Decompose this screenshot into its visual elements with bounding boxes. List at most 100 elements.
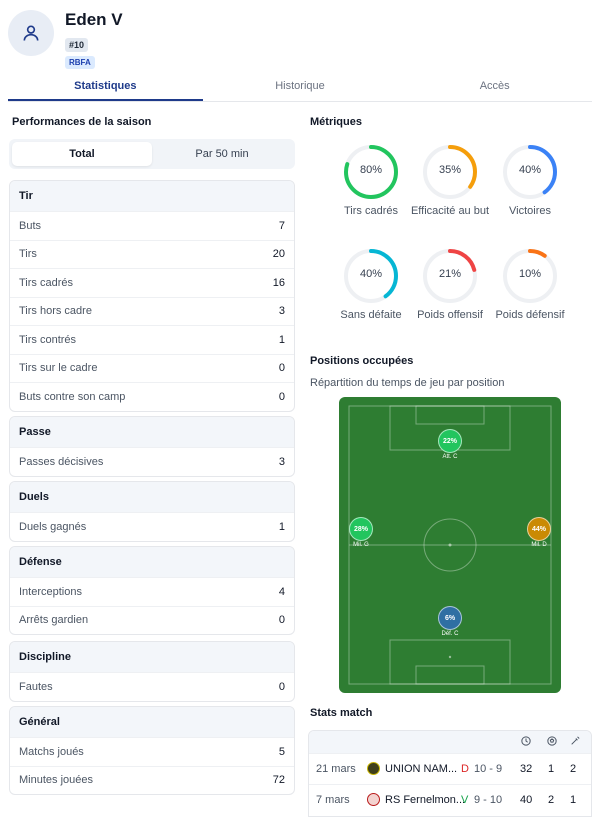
stat-row: Interceptions 4: [10, 577, 294, 606]
metric-ring-fill: [503, 249, 557, 303]
stat-row: Tirs sur le cadre 0: [10, 353, 294, 383]
federation-badge: RBFA: [65, 56, 95, 69]
stat-row: Tirs contrés 1: [10, 325, 294, 354]
stat-value: 0: [278, 680, 285, 693]
metric-label: Efficacité au but: [410, 205, 490, 217]
stat-label: Fautes: [19, 680, 53, 693]
match-stats-table: 21 mars UNION NAM... D 10 - 9 32 1 2 7 mars RS F…: [308, 730, 592, 817]
stat-card-title: Discipline: [10, 642, 294, 672]
player-avatar: [8, 10, 54, 56]
stat-value: 20: [272, 248, 285, 261]
metric-ring: [423, 145, 477, 199]
match-result: D: [461, 763, 469, 775]
metric-3: 40% Sans défaite: [331, 247, 411, 322]
metric-percent: 10%: [518, 268, 542, 280]
player-number-badge: #10: [65, 38, 89, 52]
match-minutes: 40: [520, 794, 533, 806]
stat-card-title: Tir: [10, 181, 294, 211]
match-assists: 1: [570, 794, 577, 806]
stat-row: Buts contre son camp 0: [10, 382, 294, 411]
player-name: Eden V: [65, 10, 123, 29]
stat-row: Tirs hors cadre 3: [10, 296, 294, 326]
metric-ring: [503, 249, 557, 303]
stat-card-title: Général: [10, 707, 294, 737]
metric-percent: 80%: [359, 164, 383, 176]
stat-row: Duels gagnés 1: [10, 512, 294, 541]
stat-row: Tirs cadrés 16: [10, 268, 294, 297]
stat-card-2: Duels Duels gagnés 1: [9, 481, 295, 542]
metric-percent: 40%: [359, 268, 383, 280]
match-score: 9 - 10: [474, 794, 503, 806]
metric-label: Victoires: [509, 205, 551, 217]
season-title: Performances de la saison: [12, 116, 152, 128]
metric-ring: [423, 249, 477, 303]
positions-subtitle: Répartition du temps de jeu par position: [310, 377, 505, 389]
metric-percent: 35%: [438, 164, 462, 176]
stat-value: 5: [278, 745, 285, 758]
stats-mode-toggle: Total Par 50 min: [9, 139, 295, 169]
stat-card-title: Défense: [10, 547, 294, 577]
metric-percent: 40%: [518, 164, 542, 176]
metric-ring-fill: [344, 249, 398, 303]
boot-icon: [570, 736, 580, 749]
position-marker-att-c[interactable]: 22% Att. C: [437, 429, 463, 460]
stat-card-4: Discipline Fautes 0: [9, 641, 295, 702]
match-row[interactable]: 21 mars UNION NAM... D 10 - 9 32 1 2: [309, 753, 591, 784]
toggle-per50[interactable]: Par 50 min: [195, 148, 249, 160]
metric-ring-fill: [503, 145, 557, 199]
stat-card-1: Passe Passes décisives 3: [9, 416, 295, 477]
stat-value: 7: [278, 219, 285, 232]
match-result: V: [461, 794, 469, 806]
stat-row: Matchs joués 5: [10, 737, 294, 766]
match-opponent: RS Fernelmon...: [385, 794, 466, 806]
tab-acces[interactable]: Accès: [479, 80, 510, 92]
stat-value: 4: [278, 585, 285, 598]
position-marker-mil-d[interactable]: 44% Mil. D: [526, 517, 552, 548]
stat-label: Buts contre son camp: [19, 390, 126, 403]
metric-ring: [344, 145, 398, 199]
stat-label: Matchs joués: [19, 745, 84, 758]
toggle-total[interactable]: Total: [12, 142, 152, 166]
match-stats-header: [309, 731, 591, 753]
position-marker-mil-g[interactable]: 28% Mil. G: [348, 517, 374, 548]
position-marker-def-c[interactable]: 6% Déf. C: [437, 606, 463, 637]
position-dot: 28%: [349, 517, 373, 541]
metric-0: 80% Tirs cadrés: [331, 143, 411, 218]
metric-percent: 21%: [438, 268, 462, 280]
stat-row: Passes décisives 3: [10, 447, 294, 476]
stat-card-0: Tir Buts 7 Tirs 20 Tirs cadrés 16 Tirs hors cad…: [9, 180, 295, 412]
tab-statistiques[interactable]: Statistiques: [8, 76, 203, 101]
pitch: 22% Att. C 28% Mil. G 44% Mil. D 6% Déf.…: [339, 397, 561, 693]
position-label: Déf. C: [441, 631, 459, 637]
position-label: Mil. D: [531, 542, 547, 548]
stat-value: 0: [278, 390, 285, 403]
metric-4: 21% Poids offensif: [410, 247, 490, 322]
match-date: 7 mars: [316, 794, 350, 806]
tab-historique[interactable]: Historique: [275, 80, 325, 92]
match-row[interactable]: 7 mars RS Fernelmon... V 9 - 10 40 2 1: [309, 784, 591, 815]
user-icon: [23, 25, 39, 41]
position-label: Att. C: [442, 454, 458, 460]
metric-ring: [344, 249, 398, 303]
stat-row: Arrêts gardien 0: [10, 605, 294, 635]
stat-label: Tirs contrés: [19, 333, 77, 346]
ball-icon: [547, 736, 557, 749]
stat-value: 3: [278, 455, 285, 468]
metric-label: Sans défaite: [340, 309, 402, 321]
metrics-title: Métriques: [310, 116, 362, 128]
stat-row: Minutes jouées 72: [10, 765, 294, 795]
position-dot: 22%: [438, 429, 462, 453]
match-goals: 2: [548, 794, 555, 806]
player-header: Eden V #10 RBFA: [8, 8, 592, 69]
metric-label: Tirs cadrés: [344, 205, 398, 217]
stat-label: Tirs hors cadre: [19, 305, 92, 318]
match-stats-title: Stats match: [310, 707, 373, 719]
stat-value: 1: [278, 333, 285, 346]
position-label: Mil. G: [353, 542, 369, 548]
profile-tabs: Statistiques Historique Accès: [8, 76, 592, 102]
match-minutes: 32: [520, 763, 533, 775]
stat-card-3: Défense Interceptions 4 Arrêts gardien 0: [9, 546, 295, 635]
position-dot: 44%: [527, 517, 551, 541]
metric-2: 40% Victoires: [490, 143, 570, 218]
stat-row: Tirs 20: [10, 239, 294, 269]
